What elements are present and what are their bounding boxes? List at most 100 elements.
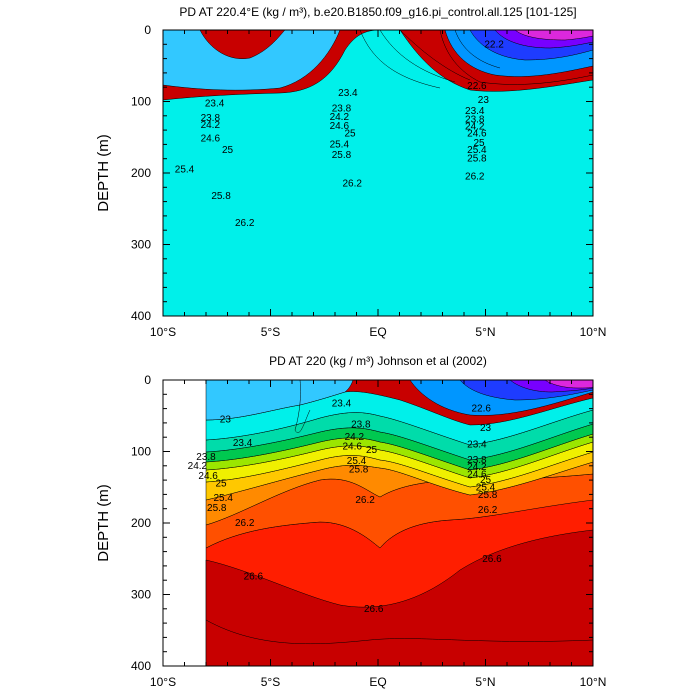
contour-label: 25.8 [478, 490, 498, 501]
band-21.0 [514, 30, 593, 41]
band-21.0-obs [544, 380, 593, 389]
y-tick-label: 400 [131, 659, 151, 673]
contour-label: 26.6 [364, 604, 384, 615]
x-tick-label: 5°N [475, 675, 495, 689]
y-tick-label: 0 [144, 23, 151, 37]
contour-labels-observation: 2323.423.824.224.62525.425.826.226.623.4… [188, 399, 502, 615]
contour-label: 23.8 [201, 113, 221, 124]
x-tick-label: EQ [369, 325, 386, 339]
contour-lines-model [359, 30, 593, 89]
contour-label: 24.6 [467, 469, 487, 480]
contour-field-observation [163, 380, 593, 666]
band-26.6-overlay [205, 529, 593, 666]
contour-label: 24.2 [465, 122, 485, 133]
contour-label: 22.2 [484, 39, 504, 50]
contour-label: 23.8 [351, 419, 371, 430]
contour-label: 23 [220, 414, 232, 425]
x-tick-label: EQ [369, 675, 386, 689]
contour-label: 25 [366, 445, 378, 456]
contour-label: 23.4 [205, 99, 225, 110]
contour-label: 26.2 [235, 218, 255, 229]
y-tick-label: 300 [131, 588, 151, 602]
contour-label: 23.4 [467, 439, 487, 450]
no-data-region [163, 380, 206, 666]
y-tick-label: 100 [131, 95, 151, 109]
contour-label: 25.4 [347, 456, 367, 467]
contour-label: 25.4 [467, 145, 487, 156]
contour-label: 25.4 [476, 482, 496, 493]
contour-label: 24.6 [198, 471, 218, 482]
contour-label: 26.2 [235, 518, 255, 529]
contour-label: 24.6 [467, 129, 487, 140]
contour-label: 23 [480, 423, 492, 434]
contour-label: 25 [215, 479, 227, 490]
contour-field-model [163, 30, 593, 316]
contour-label: 25.8 [467, 154, 487, 165]
contour-label: 24.6 [201, 134, 221, 145]
contour-label: 24.2 [201, 120, 221, 131]
contour-label: 23 [478, 95, 490, 106]
contour-label: 26.6 [482, 554, 502, 565]
contour-label: 24.2 [330, 112, 350, 123]
contour-label: 23.8 [467, 455, 487, 466]
contour-label: 25.8 [211, 191, 231, 202]
x-tick-label: 5°S [261, 325, 280, 339]
contour-label: 23.4 [338, 88, 358, 99]
y-tick-label: 400 [131, 309, 151, 323]
contour-label: 22.6 [471, 404, 491, 415]
contour-label: 25 [222, 145, 234, 156]
contour-label: 24.2 [345, 432, 365, 443]
x-tick-label: 5°S [261, 675, 280, 689]
contour-label: 24.2 [188, 461, 208, 472]
contour-labels-model: 23.423.824.224.62525.425.826.223.423.824… [175, 39, 505, 229]
y-tick-label: 200 [131, 516, 151, 530]
y-tick-label: 0 [144, 373, 151, 387]
contour-label: 26.2 [342, 179, 362, 190]
x-tick-label: 10°S [150, 675, 176, 689]
contour-label: 25.4 [330, 139, 350, 150]
y-axis-title-observation: DEPTH (m) [95, 484, 112, 562]
contour-label: 22.6 [467, 81, 487, 92]
contour-label: 26.2 [465, 172, 485, 183]
contour-label: 23.4 [233, 438, 253, 449]
contour-label: 25 [480, 475, 492, 486]
contour-label: 24.2 [467, 462, 487, 473]
y-axis-title-model: DEPTH (m) [95, 134, 112, 212]
contour-label: 23.8 [465, 114, 485, 125]
x-tick-label: 10°N [580, 325, 607, 339]
contour-label: 25.8 [332, 150, 352, 161]
contour-label: 25.8 [349, 464, 369, 475]
contour-label: 26.2 [355, 495, 375, 506]
contour-lines-obs [205, 380, 593, 645]
panel-model: PD AT 220.4°E (kg / m³), b.e20.B1850.f09… [95, 5, 606, 339]
y-tick-label: 100 [131, 445, 151, 459]
contour-label: 24.6 [342, 441, 362, 452]
band-22.6-obs [205, 380, 354, 421]
contour-label: 25.4 [175, 164, 195, 175]
y-tick-label: 300 [131, 238, 151, 252]
y-axis-observation: 0 100 200 300 400 [131, 373, 593, 673]
band-23 [163, 30, 593, 316]
panel-title-observation: PD AT 220 (kg / m³) Johnson et al (2002) [269, 354, 487, 368]
x-axis-observation: 10°S 5°S EQ 5°N 10°N [150, 380, 606, 689]
contour-label: 23.8 [196, 452, 216, 463]
contour-label: 23.4 [332, 399, 352, 410]
y-axis-model: 0 100 200 300 400 [131, 23, 593, 323]
contour-label: 25 [344, 129, 356, 140]
x-axis-model: 10°S 5°S EQ 5°N 10°N [150, 30, 606, 339]
contour-label: 23.8 [332, 104, 352, 115]
contour-label: 23.4 [465, 106, 485, 117]
contour-label: 24.6 [330, 121, 350, 132]
contour-label: 25.4 [213, 493, 233, 504]
contour-label: 26.2 [478, 505, 498, 516]
contour-label: 25.8 [207, 503, 227, 514]
contour-label: 26.6 [244, 572, 264, 583]
y-tick-label: 200 [131, 166, 151, 180]
contour-label: 25 [473, 138, 485, 149]
x-tick-label: 5°N [475, 325, 495, 339]
x-tick-label: 10°S [150, 325, 176, 339]
panel-observation: PD AT 220 (kg / m³) Johnson et al (2002)… [95, 354, 606, 689]
x-tick-label: 10°N [580, 675, 607, 689]
panel-title-model: PD AT 220.4°E (kg / m³), b.e20.B1850.f09… [179, 5, 576, 19]
